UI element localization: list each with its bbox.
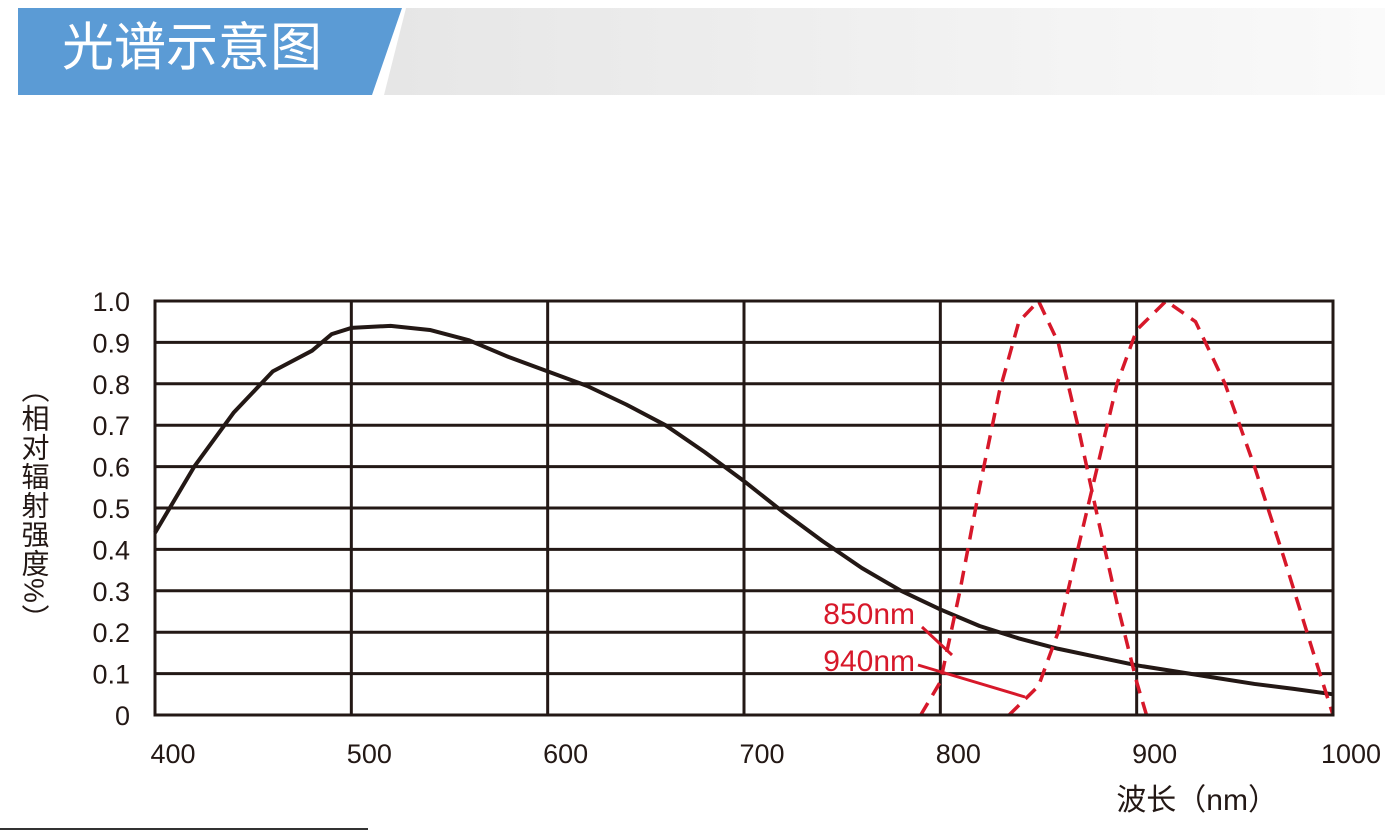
y-tick-label: 0.6 (92, 453, 130, 483)
x-tick-label: 400 (150, 739, 195, 769)
x-tick-label: 900 (1132, 739, 1177, 769)
x-axis-label: 波长（nm） (1116, 784, 1278, 817)
header-title: 光谱示意图 (62, 20, 322, 78)
header-tab (18, 8, 402, 95)
y-tick-label: 0.2 (92, 618, 130, 648)
y-tick-label: 0.9 (92, 328, 130, 358)
x-tick-label: 1000 (1321, 739, 1381, 769)
y-tick-label: 0.1 (92, 660, 130, 690)
x-tick-label: 500 (347, 739, 392, 769)
series-line (919, 299, 1149, 716)
y-tick-label: 0.4 (92, 535, 130, 565)
series-annotation: 850nm (823, 598, 915, 631)
x-tick-label: 600 (543, 739, 588, 769)
series-line (1007, 299, 1335, 717)
series-annotation: 940nm (823, 645, 915, 678)
y-tick-label: 0 (115, 701, 130, 731)
y-tick-label: 0.8 (92, 370, 130, 400)
header-band (384, 8, 1385, 95)
x-tick-label: 700 (739, 739, 784, 769)
y-tick-label: 0.3 (92, 577, 130, 607)
x-tick-label: 800 (936, 739, 981, 769)
y-tick-label: 0.5 (92, 494, 130, 524)
y-tick-label: 1.0 (92, 287, 130, 317)
series-line (153, 323, 1334, 697)
annotation-leader (920, 625, 954, 657)
y-tick-label: 0.7 (92, 411, 130, 441)
annotation-leader (917, 663, 1026, 699)
plot-frame (153, 299, 1335, 717)
y-axis-label: （相对辐射强度%） (19, 375, 50, 633)
